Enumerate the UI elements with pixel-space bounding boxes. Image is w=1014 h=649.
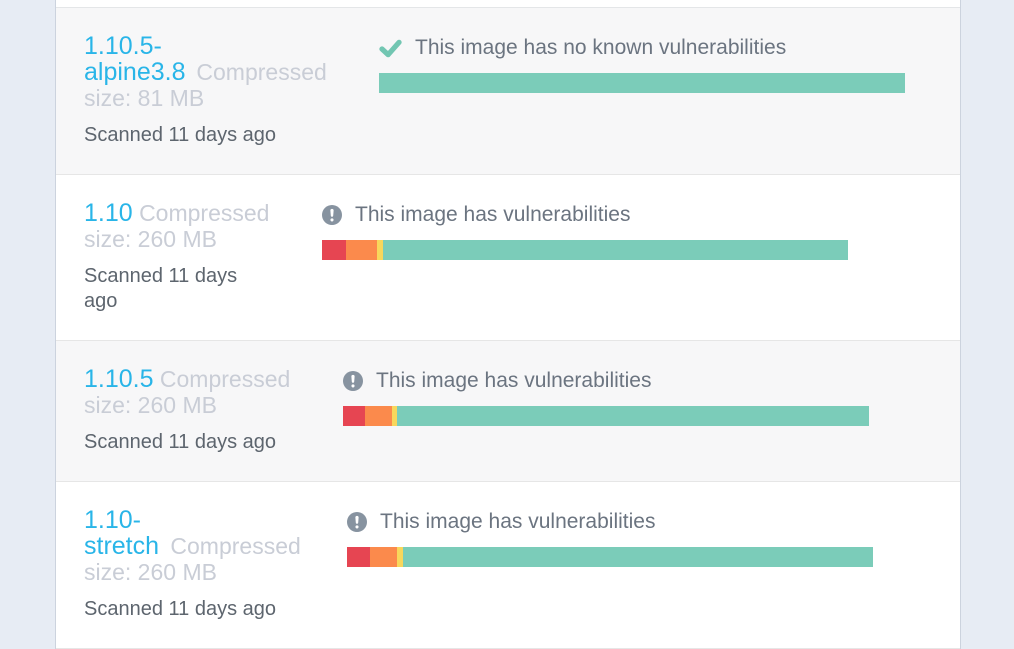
tag-title-line: 1.10 Compressed size: 260 MB <box>84 200 279 252</box>
tag-link[interactable]: 1.10.5 <box>84 365 154 393</box>
bar-segment-clean <box>383 240 848 260</box>
bar-segment-high <box>346 240 377 260</box>
bar-segment-critical <box>343 406 365 426</box>
scan-status-message: This image has no known vulnerabilities <box>415 36 787 59</box>
tag-info-column: 1.10-stretch Compressed size: 260 MB Sca… <box>84 507 304 622</box>
scanned-timestamp: Scanned 11 days ago <box>84 431 277 453</box>
alert-icon <box>322 205 342 225</box>
scanned-timestamp: Scanned 11 days ago <box>84 124 277 146</box>
compressed-size-label: Compressed size: 260 MB <box>84 366 291 418</box>
bar-segment-clean <box>379 73 905 93</box>
scan-result-column: This image has vulnerabilities <box>322 200 848 314</box>
scanned-timestamp: Scanned 11 days ago <box>84 265 238 312</box>
scan-result-column: This image has no known vulnerabilities <box>379 33 905 148</box>
check-icon <box>379 39 402 57</box>
tag-list-panel: 1.10.5-alpine3.8 Compressed size: 81 MB … <box>55 0 961 649</box>
tag-info-column: 1.10.5 Compressed size: 260 MB Scanned 1… <box>84 366 300 455</box>
tag-info-column: 1.10 Compressed size: 260 MB Scanned 11 … <box>84 200 279 314</box>
vulnerability-bar <box>347 547 873 567</box>
scan-result-column: This image has vulnerabilities <box>347 507 873 622</box>
tag-title-line: 1.10.5 Compressed size: 260 MB <box>84 366 300 418</box>
vulnerability-bar <box>322 240 848 260</box>
tag-row: 1.10 Compressed size: 260 MB Scanned 11 … <box>56 175 960 341</box>
scan-status-line: This image has vulnerabilities <box>347 510 873 534</box>
tag-title-line: 1.10-stretch Compressed size: 260 MB <box>84 507 304 585</box>
panel-top-divider <box>56 0 960 8</box>
vulnerability-bar <box>343 406 869 426</box>
bar-segment-critical <box>322 240 346 260</box>
tag-row: 1.10.5 Compressed size: 260 MB Scanned 1… <box>56 341 960 482</box>
bar-segment-clean <box>403 547 873 567</box>
compressed-size-label: Compressed size: 81 MB <box>84 59 327 111</box>
tag-link[interactable]: 1.10 <box>84 199 133 227</box>
bar-segment-low <box>392 406 397 426</box>
scan-status-line: This image has vulnerabilities <box>322 203 848 227</box>
alert-icon <box>347 512 367 532</box>
scan-status-line: This image has no known vulnerabilities <box>379 36 905 60</box>
scan-status-message: This image has vulnerabilities <box>355 203 631 226</box>
scanned-timestamp: Scanned 11 days ago <box>84 598 277 620</box>
tag-row: 1.10.5-alpine3.8 Compressed size: 81 MB … <box>56 8 960 175</box>
alert-icon <box>343 371 363 391</box>
bar-segment-critical <box>347 547 370 567</box>
compressed-size-label: Compressed size: 260 MB <box>84 200 270 252</box>
bar-segment-low <box>397 547 403 567</box>
scan-status-message: This image has vulnerabilities <box>380 510 656 533</box>
compressed-size-label: Compressed size: 260 MB <box>84 533 301 585</box>
bar-segment-high <box>370 547 397 567</box>
tag-row: 1.10-stretch Compressed size: 260 MB Sca… <box>56 482 960 649</box>
bar-segment-high <box>365 406 392 426</box>
tag-info-column: 1.10.5-alpine3.8 Compressed size: 81 MB … <box>84 33 336 148</box>
bar-segment-clean <box>397 406 869 426</box>
tag-link[interactable]: 1.10-stretch <box>84 506 160 560</box>
tag-link[interactable]: 1.10.5-alpine3.8 <box>84 32 186 86</box>
bar-segment-low <box>377 240 383 260</box>
tag-title-line: 1.10.5-alpine3.8 Compressed size: 81 MB <box>84 33 336 111</box>
scan-status-message: This image has vulnerabilities <box>376 369 652 392</box>
scan-result-column: This image has vulnerabilities <box>343 366 869 455</box>
scan-status-line: This image has vulnerabilities <box>343 369 869 393</box>
vulnerability-bar <box>379 73 905 93</box>
